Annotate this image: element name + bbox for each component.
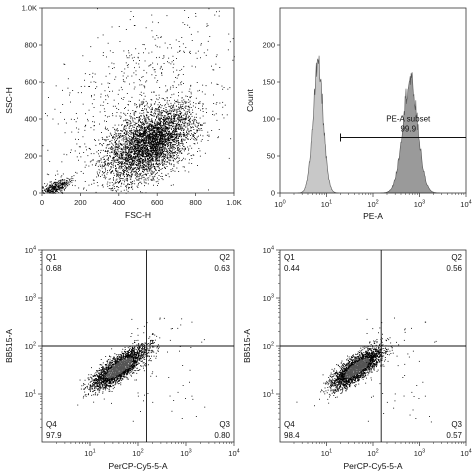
scatter-dots <box>77 317 206 422</box>
x-tick-label: 103 <box>414 449 425 459</box>
plot-frame <box>41 7 235 194</box>
x-tick-label: 104 <box>460 200 471 210</box>
quadrant-q3-label: Q3 <box>451 420 462 429</box>
quadrant-q1-label: Q1 <box>46 253 57 262</box>
y-tick-label: 600 <box>24 78 37 87</box>
quadrant-q4-label: Q4 <box>46 420 57 429</box>
quadrant-q2-label: Q2 <box>451 253 462 262</box>
y-tick-label: 102 <box>263 342 274 352</box>
quadrant-q1-value: 0.68 <box>46 264 62 273</box>
y-tick-label: 0 <box>33 189 37 198</box>
x-axis-label: PE-A <box>363 211 383 221</box>
x-tick-label: 0 <box>40 198 44 207</box>
y-tick-label: 200 <box>262 41 275 50</box>
x-tick-label: 103 <box>180 449 191 459</box>
y-tick-label: 104 <box>263 246 274 256</box>
quadrant-q4-value: 98.4 <box>284 431 300 440</box>
y-tick-label: 101 <box>263 390 274 400</box>
quadrant-q1-value: 0.44 <box>284 264 300 273</box>
quadrant-q2-value: 0.56 <box>446 264 462 273</box>
y-tick-label: 1.0K <box>22 4 37 13</box>
x-tick-label: 100 <box>274 200 285 210</box>
histogram-peak-positive <box>380 72 440 194</box>
quadrant-q2-label: Q2 <box>219 253 230 262</box>
gate-value: 99.9 <box>400 125 416 134</box>
x-tick-label: 200 <box>74 198 87 207</box>
x-tick-label: 1.0K <box>226 198 241 207</box>
y-tick-label: 100 <box>262 115 275 124</box>
x-tick-label: 102 <box>367 449 378 459</box>
x-tick-label: 101 <box>84 449 95 459</box>
scatter-panel-fsc-ssc: 00 200 200 400 400 600 600 800 800 1.0K 1.0K FSC-H S… <box>4 4 242 221</box>
y-tick-label: 400 <box>24 115 37 124</box>
x-tick-label: 400 <box>113 198 126 207</box>
x-axis-label: PerCP-Cy5-5-A <box>343 461 402 471</box>
y-tick-label: 50 <box>267 152 275 161</box>
y-tick-label: 104 <box>25 246 36 256</box>
x-tick-label: 101 <box>321 200 332 210</box>
y-tick-label: 800 <box>24 41 37 50</box>
y-tick-label: 103 <box>25 294 36 304</box>
y-axis-label: BB515-A <box>4 329 14 363</box>
quadrant-panel-1: 101 101 102 102 103 103 104 104 Q1 0.68 Q2 0.63 Q4 97… <box>4 246 240 472</box>
y-tick-label: 101 <box>25 390 36 400</box>
quadrant-q1-label: Q1 <box>284 253 295 262</box>
histogram-panel-pe: 0 50 100 150 200 100 101 102 103 104 PE-A subset99… <box>245 7 472 221</box>
quadrant-panel-2: 101 101 102 102 103 103 104 104 Q1 0.44 Q2 0.56 Q4 98… <box>242 246 472 472</box>
scatter-dots <box>296 317 437 423</box>
quadrant-q4-value: 97.9 <box>46 431 62 440</box>
y-tick-label: 150 <box>262 78 275 87</box>
y-tick-label: 200 <box>24 152 37 161</box>
histogram-peak-negative <box>297 55 339 194</box>
y-tick-label: 103 <box>263 294 274 304</box>
x-tick-label: 101 <box>321 449 332 459</box>
quadrant-q3-value: 0.80 <box>214 431 230 440</box>
x-tick-label: 800 <box>189 198 202 207</box>
quadrant-q3-label: Q3 <box>219 420 230 429</box>
x-tick-label: 600 <box>151 198 164 207</box>
gate-label: PE-A subset <box>386 115 431 124</box>
y-axis-label: Count <box>245 89 255 112</box>
x-tick-label: 104 <box>228 449 239 459</box>
quadrant-q2-value: 0.63 <box>214 264 230 273</box>
quadrant-q4-label: Q4 <box>284 420 295 429</box>
plot-frame <box>279 7 467 194</box>
x-tick-label: 102 <box>132 449 143 459</box>
quadrant-q3-value: 0.57 <box>446 431 462 440</box>
y-axis-label: SSC-H <box>4 87 14 113</box>
x-tick-label: 104 <box>460 449 471 459</box>
x-axis-label: FSC-H <box>125 210 151 220</box>
x-tick-label: 103 <box>414 200 425 210</box>
y-tick-label: 102 <box>25 342 36 352</box>
x-tick-label: 102 <box>367 200 378 210</box>
scatter-dots <box>42 8 235 194</box>
x-axis-label: PerCP-Cy5-5-A <box>108 461 167 471</box>
y-tick-label: 0 <box>271 189 275 198</box>
y-axis-label: BB515-A <box>242 329 252 363</box>
